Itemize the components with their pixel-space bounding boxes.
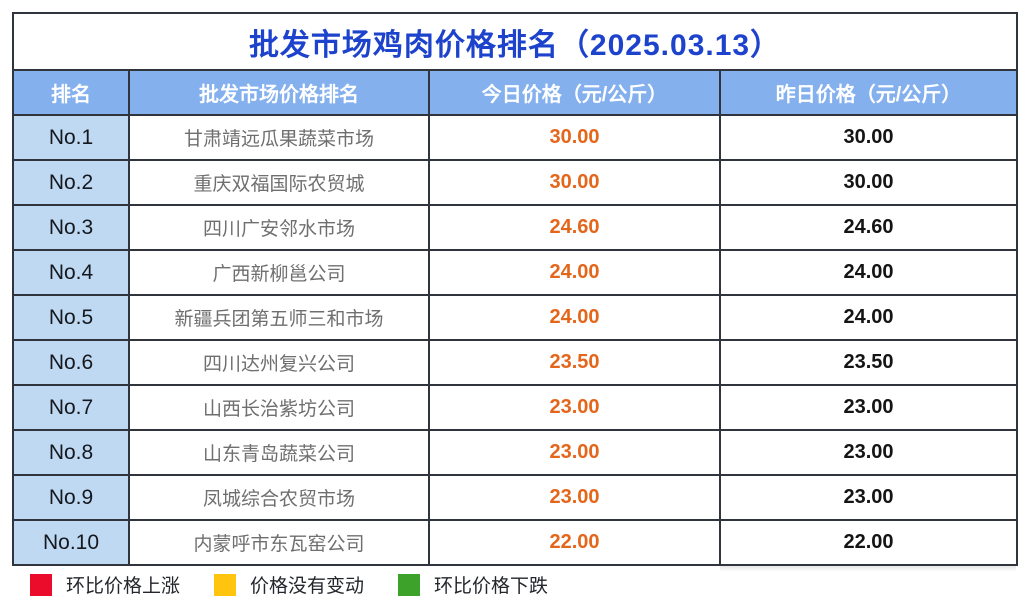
today-price-cell: 23.50 (428, 339, 721, 386)
table-drop-shadow (720, 566, 1016, 572)
today-price-cell: 23.00 (428, 429, 721, 476)
col-header-today-price: 今日价格（元/公斤） (428, 69, 721, 116)
market-cell: 凤城综合农贸市场 (128, 474, 430, 521)
rank-cell: No.7 (12, 384, 130, 431)
legend-item-no-change: 价格没有变动 (214, 571, 364, 598)
today-price-cell: 23.00 (428, 384, 721, 431)
col-header-rank: 排名 (12, 69, 130, 116)
yesterday-price-cell: 24.00 (718, 249, 1019, 296)
price-table-body: No.1 甘肃靖远瓜果蔬菜市场 30.00 30.00 No.2 重庆双福国际农… (12, 114, 1019, 566)
yesterday-price-cell: 30.00 (718, 114, 1019, 161)
legend-swatch-price-down (398, 573, 421, 596)
table-row: No.4 广西新柳邕公司 24.00 24.00 (12, 249, 1019, 296)
yesterday-price-cell: 22.00 (718, 519, 1019, 566)
rank-cell: No.3 (12, 204, 130, 251)
market-cell: 四川广安邻水市场 (128, 204, 430, 251)
table-row: No.8 山东青岛蔬菜公司 23.00 23.00 (12, 429, 1019, 476)
rank-cell: No.5 (12, 294, 130, 341)
table-row: No.2 重庆双福国际农贸城 30.00 30.00 (12, 159, 1019, 206)
market-cell: 四川达州复兴公司 (128, 339, 430, 386)
rank-cell: No.1 (12, 114, 130, 161)
col-header-yesterday-price: 昨日价格（元/公斤） (718, 69, 1019, 116)
table-header-row: 排名 批发市场价格排名 今日价格（元/公斤） 昨日价格（元/公斤） (12, 69, 1019, 116)
yesterday-price-cell: 23.00 (718, 384, 1019, 431)
table-row: No.6 四川达州复兴公司 23.50 23.50 (12, 339, 1019, 386)
today-price-cell: 24.00 (428, 249, 721, 296)
table-row: No.1 甘肃靖远瓜果蔬菜市场 30.00 30.00 (12, 114, 1019, 161)
yesterday-price-cell: 24.00 (718, 294, 1019, 341)
yesterday-price-cell: 23.50 (718, 339, 1019, 386)
today-price-cell: 24.60 (428, 204, 721, 251)
rank-cell: No.10 (12, 519, 130, 566)
rank-cell: No.8 (12, 429, 130, 476)
market-cell: 山西长治紫坊公司 (128, 384, 430, 431)
page-title: 批发市场鸡肉价格排名（2025.03.13） (11, 12, 1019, 71)
yesterday-price-cell: 23.00 (718, 474, 1019, 521)
today-price-cell: 24.00 (428, 294, 721, 341)
price-table: 批发市场鸡肉价格排名（2025.03.13） 排名 批发市场价格排名 今日价格（… (11, 12, 1019, 566)
legend-swatch-no-change (214, 573, 237, 596)
table-row: No.7 山西长治紫坊公司 23.00 23.00 (12, 384, 1019, 431)
legend-swatch-price-up (30, 573, 52, 596)
rank-cell: No.9 (12, 474, 130, 521)
title-row: 批发市场鸡肉价格排名（2025.03.13） (11, 12, 1019, 71)
yesterday-price-cell: 30.00 (718, 159, 1019, 206)
market-cell: 重庆双福国际农贸城 (128, 159, 430, 206)
rank-cell: No.6 (12, 339, 130, 386)
yesterday-price-cell: 23.00 (718, 429, 1019, 476)
market-cell: 内蒙呼市东瓦窑公司 (128, 519, 430, 566)
today-price-cell: 30.00 (428, 159, 721, 206)
market-cell: 新疆兵团第五师三和市场 (128, 294, 430, 341)
market-cell: 山东青岛蔬菜公司 (128, 429, 430, 476)
market-cell: 广西新柳邕公司 (128, 249, 430, 296)
legend-label-price-up: 环比价格上涨 (66, 576, 181, 597)
today-price-cell: 30.00 (428, 114, 721, 161)
table-row: No.5 新疆兵团第五师三和市场 24.00 24.00 (12, 294, 1019, 341)
legend-item-price-up: 环比价格上涨 (30, 571, 180, 598)
table-row: No.10 内蒙呼市东瓦窑公司 22.00 22.00 (12, 519, 1019, 566)
market-cell: 甘肃靖远瓜果蔬菜市场 (128, 114, 430, 161)
today-price-cell: 23.00 (428, 474, 721, 521)
rank-cell: No.2 (12, 159, 130, 206)
col-header-market: 批发市场价格排名 (128, 69, 430, 116)
legend-item-price-down: 环比价格下跌 (398, 571, 548, 598)
table-row: No.3 四川广安邻水市场 24.60 24.60 (12, 204, 1019, 251)
yesterday-price-cell: 24.60 (718, 204, 1019, 251)
legend-label-no-change: 价格没有变动 (250, 576, 365, 597)
price-change-legend: 环比价格上涨 价格没有变动 环比价格下跌 (30, 571, 548, 598)
legend-label-price-down: 环比价格下跌 (434, 576, 549, 597)
table-row: No.9 凤城综合农贸市场 23.00 23.00 (12, 474, 1019, 521)
today-price-cell: 22.00 (428, 519, 721, 566)
rank-cell: No.4 (12, 249, 130, 296)
